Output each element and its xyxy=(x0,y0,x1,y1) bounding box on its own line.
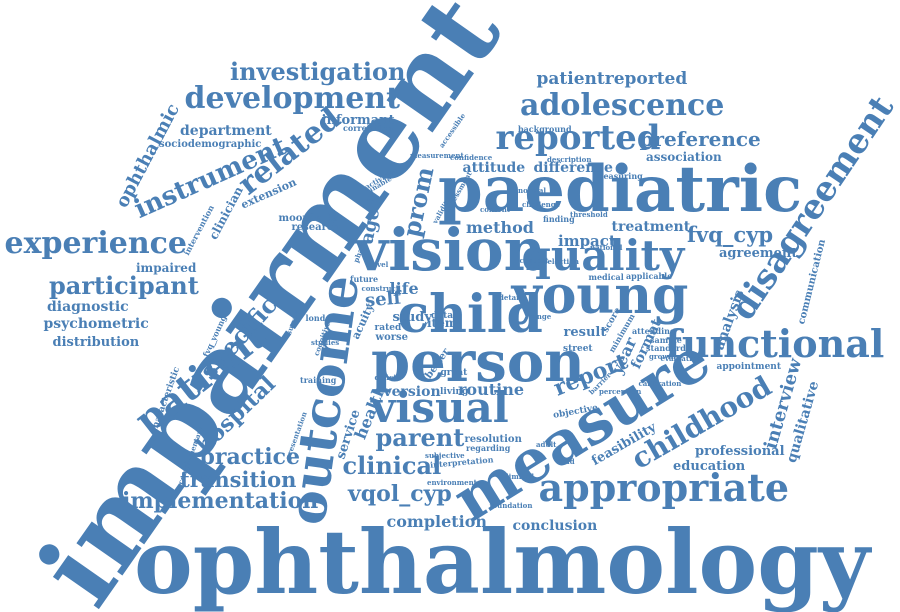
word-appropriate: appropriate xyxy=(538,465,790,510)
word-treatment: treatment xyxy=(611,219,691,235)
word-evaluation: evaluation xyxy=(660,353,702,363)
word-subjective: subjective xyxy=(425,450,465,460)
word-education: education xyxy=(673,458,746,474)
word-reported: reported xyxy=(495,118,661,158)
word-vqol-cyp: vqol_cyp xyxy=(348,481,452,507)
word-completion: completion xyxy=(386,512,488,531)
word-distribution: distribution xyxy=(52,334,140,350)
word-selection: selection xyxy=(543,256,579,266)
word-living: living xyxy=(440,386,469,397)
word-practice: practice xyxy=(199,444,301,470)
word-sociodemographic: sociodemographic xyxy=(159,139,262,150)
word-foundation: foundation xyxy=(489,500,533,510)
word-great: great xyxy=(440,367,468,378)
word-development: development xyxy=(184,81,400,116)
word-agreement: agreement xyxy=(719,245,798,261)
word-adult: adult xyxy=(536,439,557,449)
word-item: item xyxy=(427,316,458,330)
word-construct: construct xyxy=(361,283,399,293)
word-clinical: clinical xyxy=(342,451,442,480)
word-sample: sample xyxy=(650,335,682,345)
word-ophthalmology: ophthalmology xyxy=(134,510,870,612)
word-professional: professional xyxy=(695,443,785,459)
word-worse: worse xyxy=(375,332,409,343)
word-finding: finding xyxy=(543,214,575,224)
word-experience: experience xyxy=(4,226,188,261)
word-attending: attending xyxy=(632,326,676,336)
word-department: department xyxy=(180,123,272,139)
word-correlation: correlation xyxy=(343,123,393,133)
word-preference: preference xyxy=(639,127,761,151)
word-moorfields: moorfields xyxy=(278,213,338,224)
word-calibration: calibration xyxy=(638,378,682,388)
word-routine: routine xyxy=(458,380,525,399)
word-association: association xyxy=(646,150,722,164)
word-range: range xyxy=(528,311,552,321)
word-london: london xyxy=(305,313,337,323)
word-life: life xyxy=(389,279,419,298)
word-paediatric: paediatric xyxy=(438,152,803,227)
word-functional: functional xyxy=(665,321,885,366)
word-rated: rated xyxy=(374,322,402,333)
word-environment: environment xyxy=(427,477,477,487)
word-data: data xyxy=(431,310,454,321)
word-future: future xyxy=(350,274,379,284)
word-psychometric: psychometric xyxy=(43,316,149,332)
word-research: research xyxy=(291,222,341,233)
word-impact: impact xyxy=(558,231,616,250)
word-vision: vision xyxy=(354,216,546,284)
word-street: street xyxy=(563,343,593,354)
word-content: content xyxy=(480,204,511,214)
word-detail: detail xyxy=(499,292,522,302)
word-normal: normal xyxy=(518,185,547,195)
word-national: national xyxy=(590,242,623,252)
word-version: version xyxy=(383,384,441,400)
word-level: level xyxy=(370,259,389,269)
word-participant: participant xyxy=(49,271,199,300)
word-quality: quality xyxy=(521,231,685,280)
word-deficit: deficit xyxy=(374,372,400,382)
word-background: background xyxy=(518,124,572,134)
word-growing: growing xyxy=(649,351,681,361)
word-perception: perception xyxy=(599,386,642,396)
word-fvq-cyp: fvq_cyp xyxy=(687,221,774,247)
word-attitude: attitude xyxy=(462,160,526,176)
word-limited: limited xyxy=(506,471,534,481)
word-result: result xyxy=(563,324,607,340)
word-transition: transition xyxy=(180,466,297,492)
word-visual: visual xyxy=(371,383,509,432)
word-implementation: implementation xyxy=(122,488,319,514)
word-patientreported: patientreported xyxy=(536,68,688,89)
word-measuring: measuring xyxy=(595,171,643,181)
word-diagnostic: diagnostic xyxy=(47,299,129,315)
word-impaired: impaired xyxy=(136,261,197,275)
word-parent: parent xyxy=(375,423,465,452)
word-conclusion: conclusion xyxy=(512,518,598,534)
word-applicable: applicable xyxy=(626,271,673,281)
word-studies: studies xyxy=(311,337,340,347)
word-standard: standard xyxy=(646,343,686,353)
word-difference: difference xyxy=(533,160,613,176)
word-field: field xyxy=(557,456,575,466)
word-adolescence: adolescence xyxy=(520,88,725,123)
word-description: description xyxy=(547,154,592,164)
word-threshold: threshold xyxy=(570,209,608,219)
word-person: person xyxy=(371,329,585,395)
word-resolution: resolution xyxy=(464,434,522,445)
word-appointment: appointment xyxy=(716,361,782,372)
word-informant: informant xyxy=(321,112,395,128)
word-child: child xyxy=(397,284,543,345)
word-confidence: confidence xyxy=(450,152,493,162)
word-measurement: measurement xyxy=(410,150,464,160)
word-regarding: regarding xyxy=(466,443,511,453)
word-medical: medical xyxy=(588,272,624,282)
word-investigation: investigation xyxy=(230,57,406,86)
word-context: context xyxy=(519,255,549,265)
word-method: method xyxy=(466,218,534,237)
word-young: young xyxy=(511,265,689,326)
word-study: study xyxy=(392,309,432,325)
word-training: training xyxy=(300,375,337,385)
word-challenge: challenge xyxy=(522,199,561,209)
